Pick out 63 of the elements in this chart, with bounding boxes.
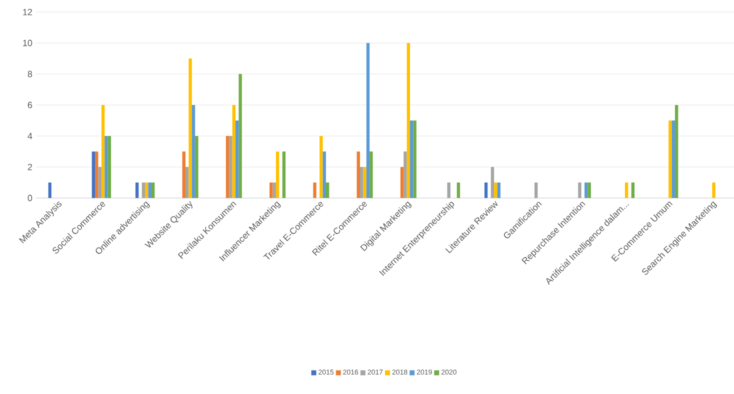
bar	[404, 152, 407, 198]
bar	[320, 136, 323, 198]
bar	[108, 136, 112, 198]
bar	[366, 43, 370, 198]
bar	[370, 152, 373, 198]
bar	[674, 105, 678, 198]
bar	[185, 167, 189, 198]
bar	[48, 182, 52, 198]
y-tick-label: 12	[23, 8, 32, 16]
bar	[410, 120, 414, 198]
bar	[92, 152, 96, 198]
bar	[229, 136, 232, 198]
bar	[282, 152, 286, 198]
bar	[95, 152, 98, 198]
y-tick-label: 10	[23, 40, 32, 46]
bar	[195, 136, 198, 198]
bar	[497, 182, 500, 198]
y-tick-label: 6	[28, 102, 32, 108]
bar	[236, 120, 239, 198]
bar	[276, 152, 280, 198]
bar	[151, 182, 155, 198]
bar	[668, 120, 672, 198]
y-tick-label: 8	[28, 70, 32, 78]
bar	[98, 167, 102, 198]
bar	[226, 136, 230, 198]
bar	[413, 120, 416, 198]
bar	[484, 182, 488, 198]
bar	[456, 182, 460, 198]
bar	[148, 182, 152, 198]
bar	[104, 136, 108, 198]
bar	[272, 182, 276, 198]
bar	[578, 182, 582, 198]
bar	[712, 182, 716, 198]
bar	[672, 120, 675, 198]
bar	[624, 182, 628, 198]
bar	[326, 182, 330, 198]
y-tick-label: 4	[28, 132, 32, 140]
y-tick-label: 2	[28, 164, 32, 170]
bar	[363, 167, 366, 198]
bar	[360, 167, 364, 198]
bar	[447, 182, 450, 198]
bar	[400, 167, 404, 198]
bar	[101, 105, 105, 198]
bar	[232, 105, 236, 198]
bar	[490, 167, 494, 198]
y-tick-label: 0	[28, 194, 32, 202]
bar	[313, 182, 316, 198]
bar	[135, 182, 139, 198]
bar	[192, 105, 196, 198]
bar	[494, 182, 498, 198]
bar	[270, 182, 273, 198]
bar	[631, 182, 635, 198]
bar	[142, 182, 146, 198]
bar	[238, 74, 242, 198]
bar	[584, 182, 588, 198]
bar	[322, 152, 326, 198]
bar	[406, 43, 410, 198]
bar	[182, 152, 186, 198]
bar	[145, 182, 148, 198]
bar	[356, 152, 360, 198]
bar	[588, 182, 591, 198]
bar	[534, 182, 538, 198]
bar	[188, 58, 192, 198]
